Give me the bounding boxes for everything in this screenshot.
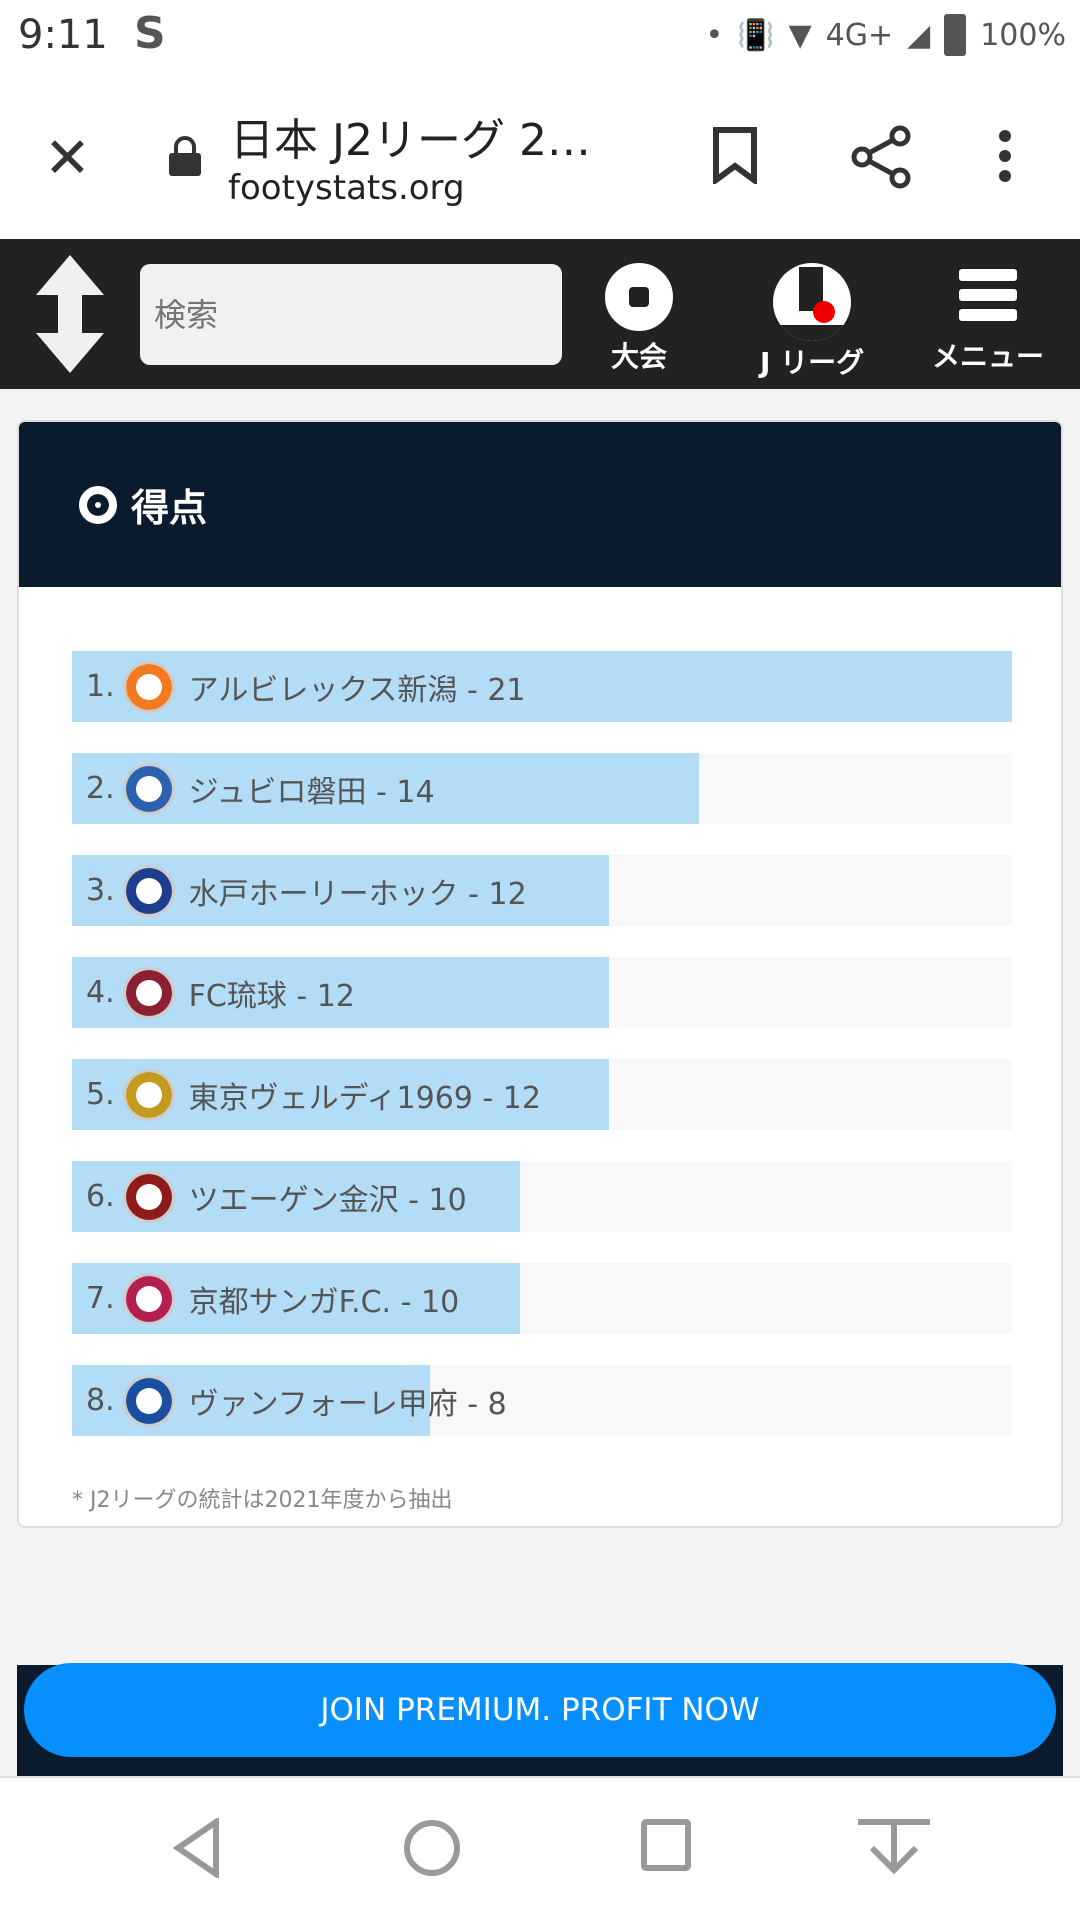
nav-item-j-league[interactable]: J リーグ xyxy=(760,263,864,381)
team-name-value[interactable]: ジュビロ磐田 - 14 xyxy=(188,774,435,810)
list-item[interactable]: 3. 水戸ホーリーホック - 12 xyxy=(72,855,1012,926)
row-label: 4. FC琉球 - 12 xyxy=(86,957,355,1028)
team-name-value[interactable]: 京都サンガF.C. - 10 xyxy=(188,1284,460,1320)
rank: 4. xyxy=(86,975,115,1010)
team-crest-icon xyxy=(122,864,175,917)
rank: 5. xyxy=(86,1077,115,1112)
vibrate-icon: 📳 xyxy=(737,17,775,53)
team-name-value[interactable]: アルビレックス新潟 - 21 xyxy=(188,672,526,708)
row-label: 3. 水戸ホーリーホック - 12 xyxy=(86,855,527,926)
list-item[interactable]: 8. ヴァンフォーレ甲府 - 8 xyxy=(72,1365,1012,1436)
home-icon[interactable] xyxy=(402,1818,462,1882)
team-crest-icon xyxy=(122,762,175,815)
network-type: 4G+ xyxy=(825,17,894,53)
card-header: 得点 xyxy=(19,422,1061,587)
search-input[interactable] xyxy=(140,264,562,365)
j-league-logo-icon xyxy=(773,263,852,341)
lock-icon xyxy=(169,136,201,176)
rank: 1. xyxy=(86,669,115,704)
value-bar xyxy=(72,651,1012,722)
nav-item-label: メニュー xyxy=(932,340,1045,373)
team-crest-icon xyxy=(122,660,175,713)
row-label: 6. ツエーゲン金沢 - 10 xyxy=(86,1161,467,1232)
signal-icon: ◢ xyxy=(907,17,931,53)
team-crest-icon xyxy=(122,1272,175,1325)
site-nav: 大会 J リーグ メニュー xyxy=(0,239,1080,389)
row-label: 8. ヴァンフォーレ甲府 - 8 xyxy=(86,1365,507,1436)
status-bar: 9:11 S • 📳 ▼ 4G+ ◢ 100% xyxy=(0,0,1080,86)
team-crest-icon xyxy=(122,1170,175,1223)
team-name-value[interactable]: 水戸ホーリーホック - 12 xyxy=(188,876,527,912)
team-crest-icon xyxy=(122,1068,175,1121)
goals-card: 得点 1. アルビレックス新潟 - 21 2. ジュビロ磐田 - 14 3. 水戸ホーリー… xyxy=(17,420,1063,1528)
card-title: 得点 xyxy=(131,486,208,530)
system-nav-bar xyxy=(0,1776,1080,1920)
app-notification-icon: S xyxy=(134,8,166,59)
join-premium-button[interactable]: JOIN PREMIUM. PROFIT NOW xyxy=(24,1663,1056,1757)
list-item[interactable]: 4. FC琉球 - 12 xyxy=(72,957,1012,1028)
rank: 7. xyxy=(86,1281,115,1316)
value-bar xyxy=(72,753,699,824)
more-options-icon[interactable] xyxy=(995,128,1015,184)
soccer-ball-icon xyxy=(605,263,673,331)
stats-note: * J2リーグの統計は2021年度から抽出 xyxy=(72,1488,453,1513)
rank: 2. xyxy=(86,771,115,806)
list-item[interactable]: 2. ジュビロ磐田 - 14 xyxy=(72,753,1012,824)
nav-item-label: J リーグ xyxy=(760,346,865,379)
rank: 3. xyxy=(86,873,115,908)
nav-item-label: 大会 xyxy=(610,340,667,373)
recents-icon[interactable] xyxy=(640,1818,692,1876)
team-name-value[interactable]: 東京ヴェルディ1969 - 12 xyxy=(188,1080,541,1116)
team-name-value[interactable]: ツエーゲン金沢 - 10 xyxy=(188,1182,467,1218)
soccer-ball-icon xyxy=(79,485,117,524)
list-item[interactable]: 7. 京都サンガF.C. - 10 xyxy=(72,1263,1012,1334)
battery-level: 100% xyxy=(980,17,1066,53)
wifi-icon: ▼ xyxy=(788,17,812,53)
page-title: 日本 J2リーグ 2… xyxy=(230,115,591,166)
list-item[interactable]: 6. ツエーゲン金沢 - 10 xyxy=(72,1161,1012,1232)
scroll-toggle-icon[interactable] xyxy=(34,255,106,373)
row-label: 7. 京都サンガF.C. - 10 xyxy=(86,1263,459,1334)
team-name-value[interactable]: ヴァンフォーレ甲府 - 8 xyxy=(188,1386,507,1422)
browser-toolbar: ✕ 日本 J2リーグ 2… footystats.org xyxy=(0,86,1080,239)
dot-icon: • xyxy=(705,17,724,53)
rank: 8. xyxy=(86,1383,115,1418)
back-icon[interactable] xyxy=(172,1816,222,1882)
list-item[interactable]: 1. アルビレックス新潟 - 21 xyxy=(72,651,1012,722)
rank: 6. xyxy=(86,1179,115,1214)
status-time: 9:11 xyxy=(18,12,108,58)
nav-item-competitions[interactable]: 大会 xyxy=(605,263,673,375)
hide-keyboard-icon[interactable] xyxy=(856,1818,932,1878)
bookmark-icon[interactable] xyxy=(712,126,758,184)
close-icon[interactable]: ✕ xyxy=(44,126,91,191)
team-name-value[interactable]: FC琉球 - 12 xyxy=(188,978,355,1014)
row-label: 2. ジュビロ磐田 - 14 xyxy=(86,753,435,824)
hamburger-menu-icon xyxy=(959,269,1017,321)
page-url[interactable]: footystats.org xyxy=(228,168,465,208)
nav-item-menu[interactable]: メニュー xyxy=(932,263,1044,375)
row-label: 1. アルビレックス新潟 - 21 xyxy=(86,651,526,722)
row-label: 5. 東京ヴェルディ1969 - 12 xyxy=(86,1059,541,1130)
team-crest-icon xyxy=(122,1374,175,1427)
team-crest-icon xyxy=(122,966,175,1019)
list-item[interactable]: 5. 東京ヴェルディ1969 - 12 xyxy=(72,1059,1012,1130)
share-icon[interactable] xyxy=(850,124,912,190)
battery-icon xyxy=(944,14,967,56)
